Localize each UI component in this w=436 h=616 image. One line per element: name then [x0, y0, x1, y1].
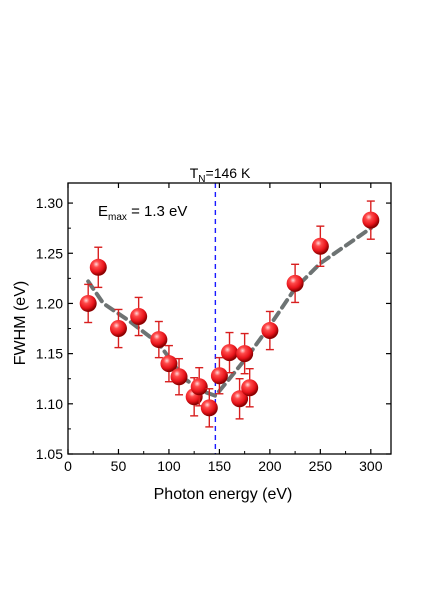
data-point — [109, 320, 127, 338]
x-tick-label: 200 — [258, 458, 282, 474]
plot-layer — [79, 183, 380, 454]
data-point — [160, 355, 178, 373]
data-point-group — [170, 357, 188, 396]
x-axis-title: Photon energy (eV) — [154, 486, 293, 503]
data-point-group — [130, 296, 148, 337]
x-tick-label: 0 — [64, 458, 72, 474]
data-point — [231, 390, 249, 408]
data-point-group — [221, 331, 238, 374]
emax-annotation: Emax = 1.3 eV — [98, 203, 187, 223]
y-tick-label: 1.15 — [36, 346, 63, 362]
data-point — [210, 367, 228, 385]
data-point — [130, 307, 148, 325]
data-point-group — [311, 225, 329, 268]
y-tick-label: 1.25 — [36, 245, 63, 261]
data-point — [311, 237, 329, 255]
x-tick-label: 100 — [157, 458, 181, 474]
data-point — [190, 378, 208, 396]
data-point-group — [286, 263, 304, 304]
data-point — [286, 274, 304, 292]
plot-frame — [67, 182, 392, 455]
data-point-group — [200, 388, 218, 428]
data-point-group — [236, 332, 254, 375]
y-tick-label: 1.05 — [36, 446, 63, 462]
data-point — [170, 368, 188, 386]
y-tick-label: 1.30 — [36, 195, 63, 211]
data-point-group — [160, 344, 178, 383]
data-point — [362, 211, 380, 229]
data-point-group — [150, 320, 168, 359]
data-point — [241, 379, 259, 397]
data-point — [221, 344, 238, 362]
neel-temperature-label: TN=146 K — [190, 165, 251, 185]
data-point — [261, 322, 279, 340]
data-point-group — [109, 308, 127, 349]
data-point-group — [261, 310, 279, 351]
data-point-group — [210, 356, 228, 395]
data-point-group — [241, 367, 259, 408]
x-tick-label: 300 — [359, 458, 383, 474]
data-point — [236, 345, 254, 363]
data-point-group — [231, 378, 249, 420]
y-axis-title: FWHM (eV) — [12, 281, 29, 365]
y-tick-label: 1.10 — [36, 396, 63, 412]
x-tick-label: 150 — [208, 458, 232, 474]
data-point — [79, 294, 97, 312]
x-tick-label: 50 — [111, 458, 127, 474]
x-tick-label: 250 — [309, 458, 333, 474]
data-point — [200, 399, 218, 417]
data-point-group — [79, 283, 97, 324]
y-tick-label: 1.20 — [36, 295, 63, 311]
data-point — [150, 331, 168, 349]
data-point-group — [89, 246, 107, 289]
axes-frame: 0 50 100 150 200 250 300 1.05 1.10 1.15 1.20 1.25 1.… — [36, 182, 392, 474]
data-point-group — [362, 200, 380, 240]
data-point — [89, 258, 107, 276]
